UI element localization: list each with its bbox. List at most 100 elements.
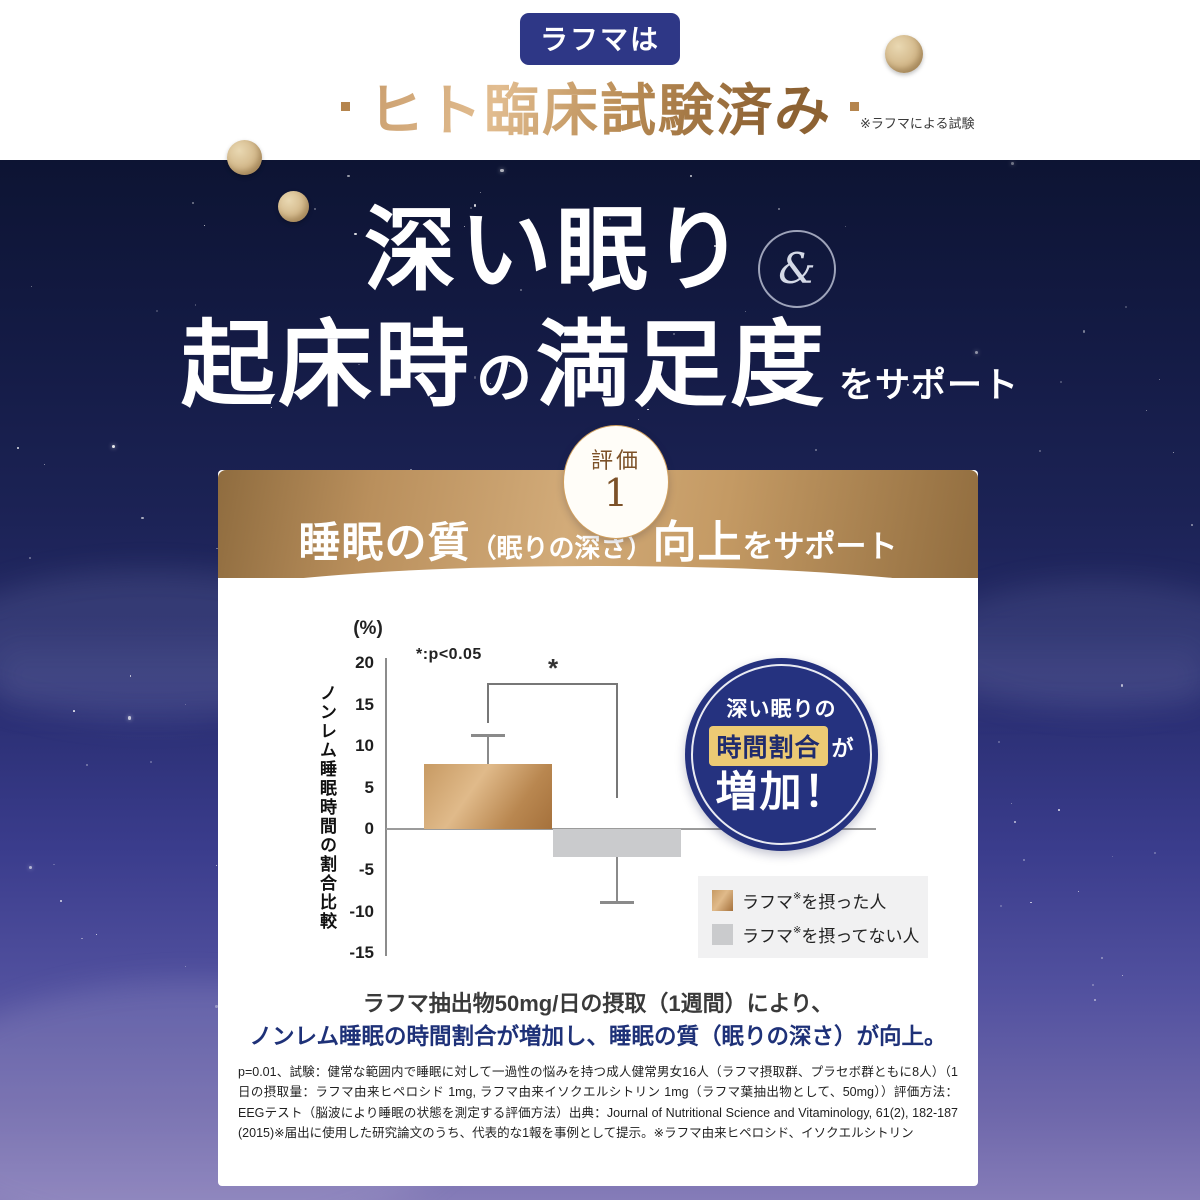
star-icon <box>1112 855 1114 857</box>
star-icon <box>1145 409 1147 412</box>
rafuma-badge-label: ラフマは <box>539 24 661 55</box>
star-icon <box>689 174 692 177</box>
star-icon <box>672 333 675 336</box>
legend-asterisk: ※ <box>793 924 802 936</box>
callout-suffix: が <box>831 736 854 763</box>
y-tick-label: 20 <box>355 653 374 673</box>
star-icon <box>1153 852 1156 855</box>
star-icon <box>1092 984 1095 987</box>
y-tick-label: -15 <box>349 943 374 963</box>
callout-main-text: 増加！ <box>715 767 848 817</box>
result-summary-line1: ラフマ抽出物50mg/日の摂取（1週間）により、 <box>362 991 834 1016</box>
star-icon <box>204 224 206 226</box>
star-icon <box>1121 974 1123 977</box>
hero-line2-part1: 起床時 <box>180 310 472 420</box>
star-icon <box>329 317 332 320</box>
star-icon <box>508 365 511 368</box>
clinical-title-note: ※ラフマによる試験 <box>860 116 975 131</box>
evaluation-number: 1 <box>603 471 629 516</box>
star-icon <box>520 288 522 291</box>
star-icon <box>384 327 387 330</box>
significance-star: * <box>547 653 559 683</box>
error-bar-line <box>616 857 618 903</box>
legend-item-placebo: ラフマ※を摂ってない人 <box>712 922 928 947</box>
star-icon <box>216 865 218 867</box>
star-icon <box>1173 451 1175 453</box>
star-icon <box>1077 890 1079 892</box>
star-icon <box>1011 802 1013 804</box>
study-footnote: p=0.01、試験：健常な範囲内で睡眠に対して一過性の悩みを持つ成人健常男女16… <box>238 1065 958 1141</box>
star-icon <box>155 310 158 313</box>
star-icon <box>215 1005 218 1008</box>
error-bar-cap <box>471 733 505 737</box>
y-tick-label: 0 <box>364 819 374 838</box>
star-icon <box>1010 162 1014 165</box>
star-icon <box>1120 684 1124 687</box>
callout-tag-row: 時間割合 が <box>709 726 854 767</box>
star-icon <box>500 168 504 173</box>
legend-label: ラフマ※を摂った人 <box>742 888 886 913</box>
star-icon <box>637 418 639 420</box>
star-icon <box>474 376 477 379</box>
star-icon <box>409 469 412 471</box>
y-tick-label: -10 <box>349 901 374 921</box>
hero-line1-text: 深い眠り <box>363 196 748 304</box>
star-icon <box>647 408 649 411</box>
star-icon <box>129 675 132 677</box>
legend-text: ラフマ <box>742 892 793 912</box>
tablet-icon <box>278 191 309 222</box>
bar-rafuma-group <box>424 764 552 829</box>
evaluation-label: 評価 <box>590 448 641 474</box>
star-icon <box>815 449 818 452</box>
legend-asterisk: ※ <box>793 890 802 902</box>
banner-part3: 向上 <box>652 518 743 567</box>
hero-line1: 深い眠り & <box>0 196 1200 308</box>
star-icon <box>354 232 357 235</box>
ampersand-icon: & <box>758 230 836 308</box>
hero-line2-suffix: をサポート <box>839 366 1020 405</box>
star-icon <box>1014 821 1017 823</box>
star-icon <box>997 740 1001 744</box>
section-banner: 睡眠の質 （眠りの深さ） 向上 をサポート <box>218 470 978 578</box>
legend-text: を摂った人 <box>801 892 887 912</box>
result-summary-line2: ノンレム睡眠の時間割合が増加し、睡眠の質（眠りの深さ）が向上。 <box>249 1024 947 1049</box>
star-icon <box>1058 809 1061 811</box>
y-tick-label: 15 <box>355 694 374 714</box>
star-icon <box>1022 858 1025 861</box>
error-bar-cap <box>600 901 634 905</box>
legend-text: ラフマ <box>742 926 793 946</box>
star-icon <box>28 865 33 870</box>
hero-line2-no: の <box>475 345 532 411</box>
star-icon <box>713 267 716 269</box>
star-icon <box>1191 524 1193 527</box>
star-icon <box>713 244 716 247</box>
star-icon <box>778 208 780 210</box>
star-icon <box>500 361 502 364</box>
star-icon <box>194 304 197 306</box>
y-axis-title: ノンレム睡眠時間の割合比較 <box>317 684 336 931</box>
star-icon <box>975 350 979 354</box>
y-tick-label: 10 <box>355 736 374 756</box>
star-icon <box>1101 957 1103 959</box>
ampersand-glyph: & <box>778 244 816 293</box>
star-icon <box>313 208 316 211</box>
star-icon <box>464 225 466 228</box>
star-icon <box>845 225 847 227</box>
star-icon <box>72 710 75 713</box>
star-icon <box>489 383 491 385</box>
star-icon <box>141 516 144 520</box>
star-icon <box>95 934 97 936</box>
banner-part4: をサポート <box>742 529 898 564</box>
star-icon <box>920 393 923 396</box>
hero-line2: 起床時 の 満足度 をサポート <box>0 310 1200 420</box>
star-icon <box>745 310 747 313</box>
star-icon <box>53 863 55 865</box>
star-icon <box>469 206 473 210</box>
significance-bracket-left <box>487 683 489 723</box>
star-icon <box>608 218 611 221</box>
star-icon <box>1030 901 1032 904</box>
legend-item-rafuma: ラフマ※を摂った人 <box>712 888 928 913</box>
evaluation-card: 睡眠の質 （眠りの深さ） 向上 をサポート 評価 1 (%) *:p<0.05 … <box>218 425 978 1186</box>
star-icon <box>29 556 31 559</box>
